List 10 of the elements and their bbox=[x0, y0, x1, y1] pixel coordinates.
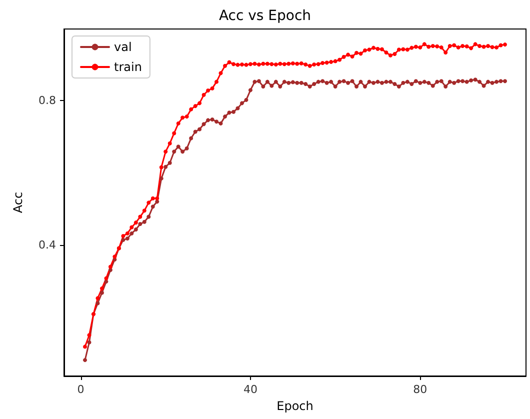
x-tick-label: 80 bbox=[413, 383, 428, 396]
legend-label: val bbox=[114, 40, 132, 54]
y-axis-title: Acc bbox=[11, 192, 25, 214]
legend-label: train bbox=[114, 60, 142, 74]
x-tick-label: 0 bbox=[77, 383, 84, 396]
y-tick-label: 0.8 bbox=[38, 94, 56, 107]
y-tick-label: 0.4 bbox=[38, 238, 56, 252]
chart-title: Acc vs Epoch bbox=[218, 8, 312, 24]
x-axis-title: Epoch bbox=[276, 398, 314, 413]
x-tick-label: 40 bbox=[243, 383, 258, 396]
